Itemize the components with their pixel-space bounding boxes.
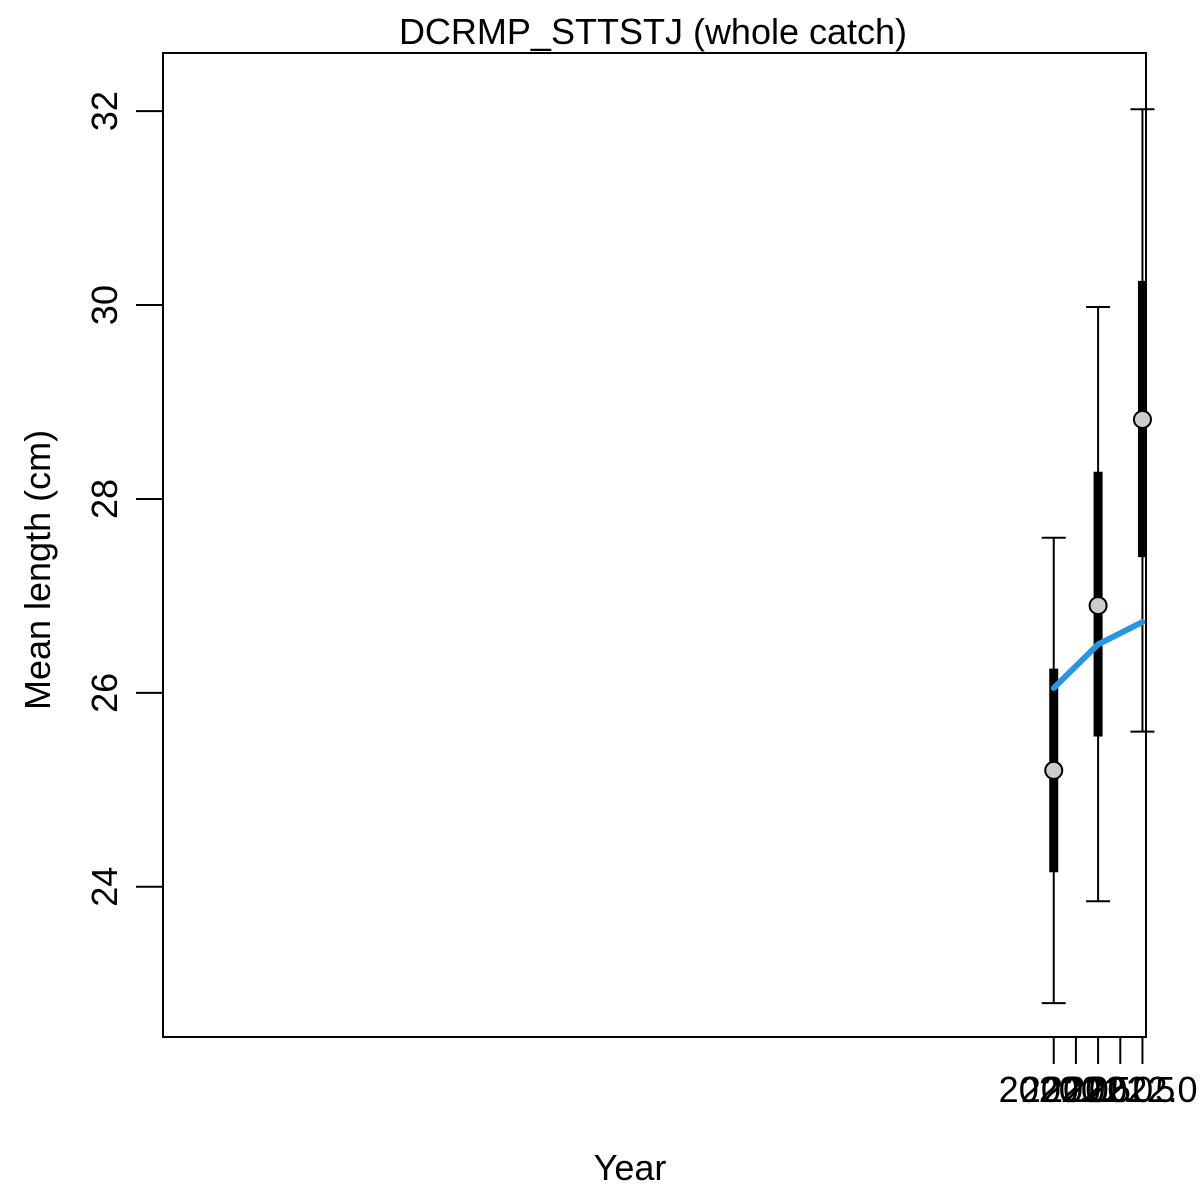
y-tick-label: 30: [84, 285, 125, 325]
y-tick-label: 32: [84, 91, 125, 131]
y-tick-label: 24: [84, 867, 125, 907]
x-axis-label: Year: [594, 1147, 667, 1188]
x-tick-label: 2022.0: [1087, 1069, 1197, 1110]
y-tick-label: 28: [84, 479, 125, 519]
data-point: [1088, 596, 1108, 616]
chart-title: DCRMP_STTSTJ (whole catch): [399, 11, 907, 52]
x-tick-label: 2020.5: [1021, 1069, 1131, 1110]
y-axis-label: Mean length (cm): [17, 430, 58, 710]
plot-frame: [162, 52, 1147, 1038]
error-bars: [1041, 108, 1155, 1005]
y-axis: 24 26 28 30 32: [84, 91, 163, 907]
fit-line-group: [1050, 619, 1146, 691]
data-points: [1044, 409, 1152, 780]
y-tick-label: 26: [84, 673, 125, 713]
x-tick-label: 2021.0: [1043, 1069, 1153, 1110]
data-point: [1044, 760, 1064, 780]
x-tick-label: 2020.0: [999, 1069, 1109, 1110]
data-point: [1132, 409, 1152, 429]
x-tick-label: 2021.5: [1065, 1069, 1175, 1110]
fit-line: [1050, 619, 1146, 691]
